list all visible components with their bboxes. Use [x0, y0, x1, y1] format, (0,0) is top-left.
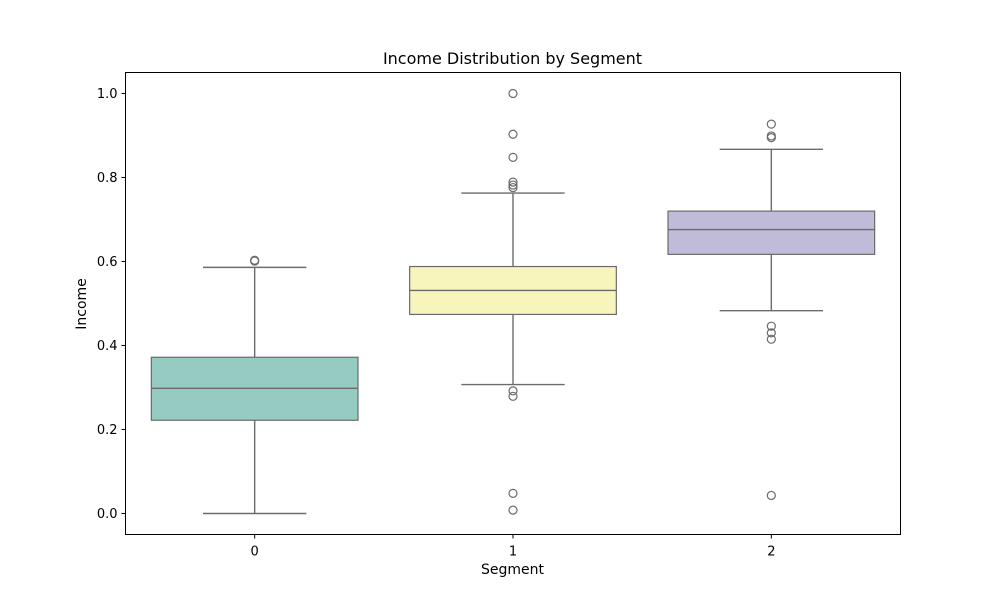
y-tick-label: 0.6 [97, 255, 118, 270]
outlier-point [250, 255, 260, 265]
outlier-point [508, 488, 518, 498]
y-tick-label: 1.0 [97, 87, 118, 102]
iqr-box [667, 210, 876, 255]
outlier-point [508, 177, 518, 187]
box-group-segment-2 [667, 119, 876, 501]
outlier-point [766, 490, 776, 501]
outlier-point [766, 321, 776, 331]
chart-title: Income Distribution by Segment [383, 49, 642, 68]
outlier-point [508, 88, 518, 99]
y-axis-label: Income [74, 278, 90, 330]
outlier-point [508, 180, 518, 190]
outlier-point [508, 386, 518, 396]
outlier-point [766, 119, 776, 129]
outlier-point [508, 129, 518, 139]
outlier-point [508, 391, 518, 401]
y-tick-label: 0.4 [97, 339, 118, 354]
plot-area [150, 88, 876, 515]
x-tick-label: 1 [509, 545, 517, 560]
x-axis-label: Segment [481, 562, 545, 578]
y-tick-label: 0.2 [97, 423, 118, 438]
x-tick-label: 0 [251, 545, 259, 560]
y-tick-label: 0.0 [97, 507, 118, 522]
box-group-segment-1 [409, 88, 617, 515]
x-tick-label: 2 [767, 545, 775, 560]
y-tick-label: 0.8 [97, 171, 118, 186]
outlier-point [766, 334, 776, 344]
outlier-point [508, 182, 518, 193]
outlier-point [508, 505, 518, 515]
outlier-point [766, 328, 776, 338]
outlier-point [766, 131, 776, 141]
box-group-segment-0 [150, 255, 359, 515]
outlier-point [508, 152, 518, 162]
